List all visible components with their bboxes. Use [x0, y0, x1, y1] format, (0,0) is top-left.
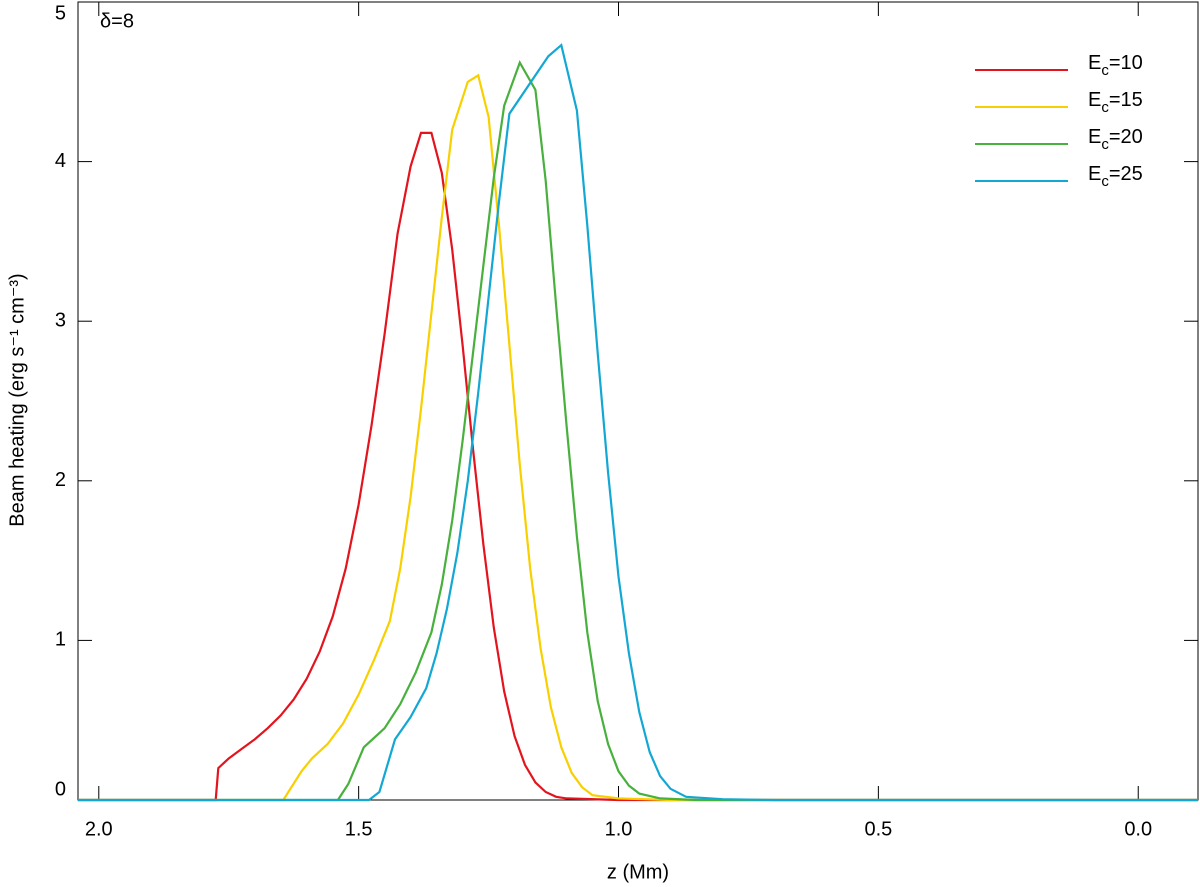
- annotation: δ=8: [100, 10, 134, 32]
- x-axis-label: z (Mm): [607, 861, 669, 883]
- y-tick-label: 2: [55, 469, 66, 491]
- x-tick-label: 1.0: [605, 818, 633, 840]
- legend-label: Ec=25: [1088, 163, 1143, 190]
- legend-label: Ec=20: [1088, 126, 1143, 153]
- x-tick-label: 0.0: [1124, 818, 1152, 840]
- legend-label: Ec=10: [1088, 52, 1143, 79]
- x-tick-label: 2.0: [85, 818, 113, 840]
- y-tick-label: 0: [55, 778, 66, 800]
- y-tick-label: 1: [55, 629, 66, 651]
- y-tick-label: 5: [55, 2, 66, 24]
- y-axis-label: Beam heating (erg s⁻¹ cm⁻³): [6, 273, 28, 526]
- series-line: [78, 59, 1198, 802]
- x-tick-label: 1.5: [345, 818, 373, 840]
- x-tick-label: 0.5: [864, 818, 892, 840]
- series-line: [78, 43, 1198, 802]
- plot-frame: [77, 1, 1199, 801]
- y-tick-label: 3: [55, 309, 66, 331]
- legend-label: Ec=15: [1088, 89, 1143, 116]
- y-tick-label: 4: [55, 150, 66, 172]
- series-line: [78, 131, 1198, 802]
- series-line: [78, 73, 1198, 802]
